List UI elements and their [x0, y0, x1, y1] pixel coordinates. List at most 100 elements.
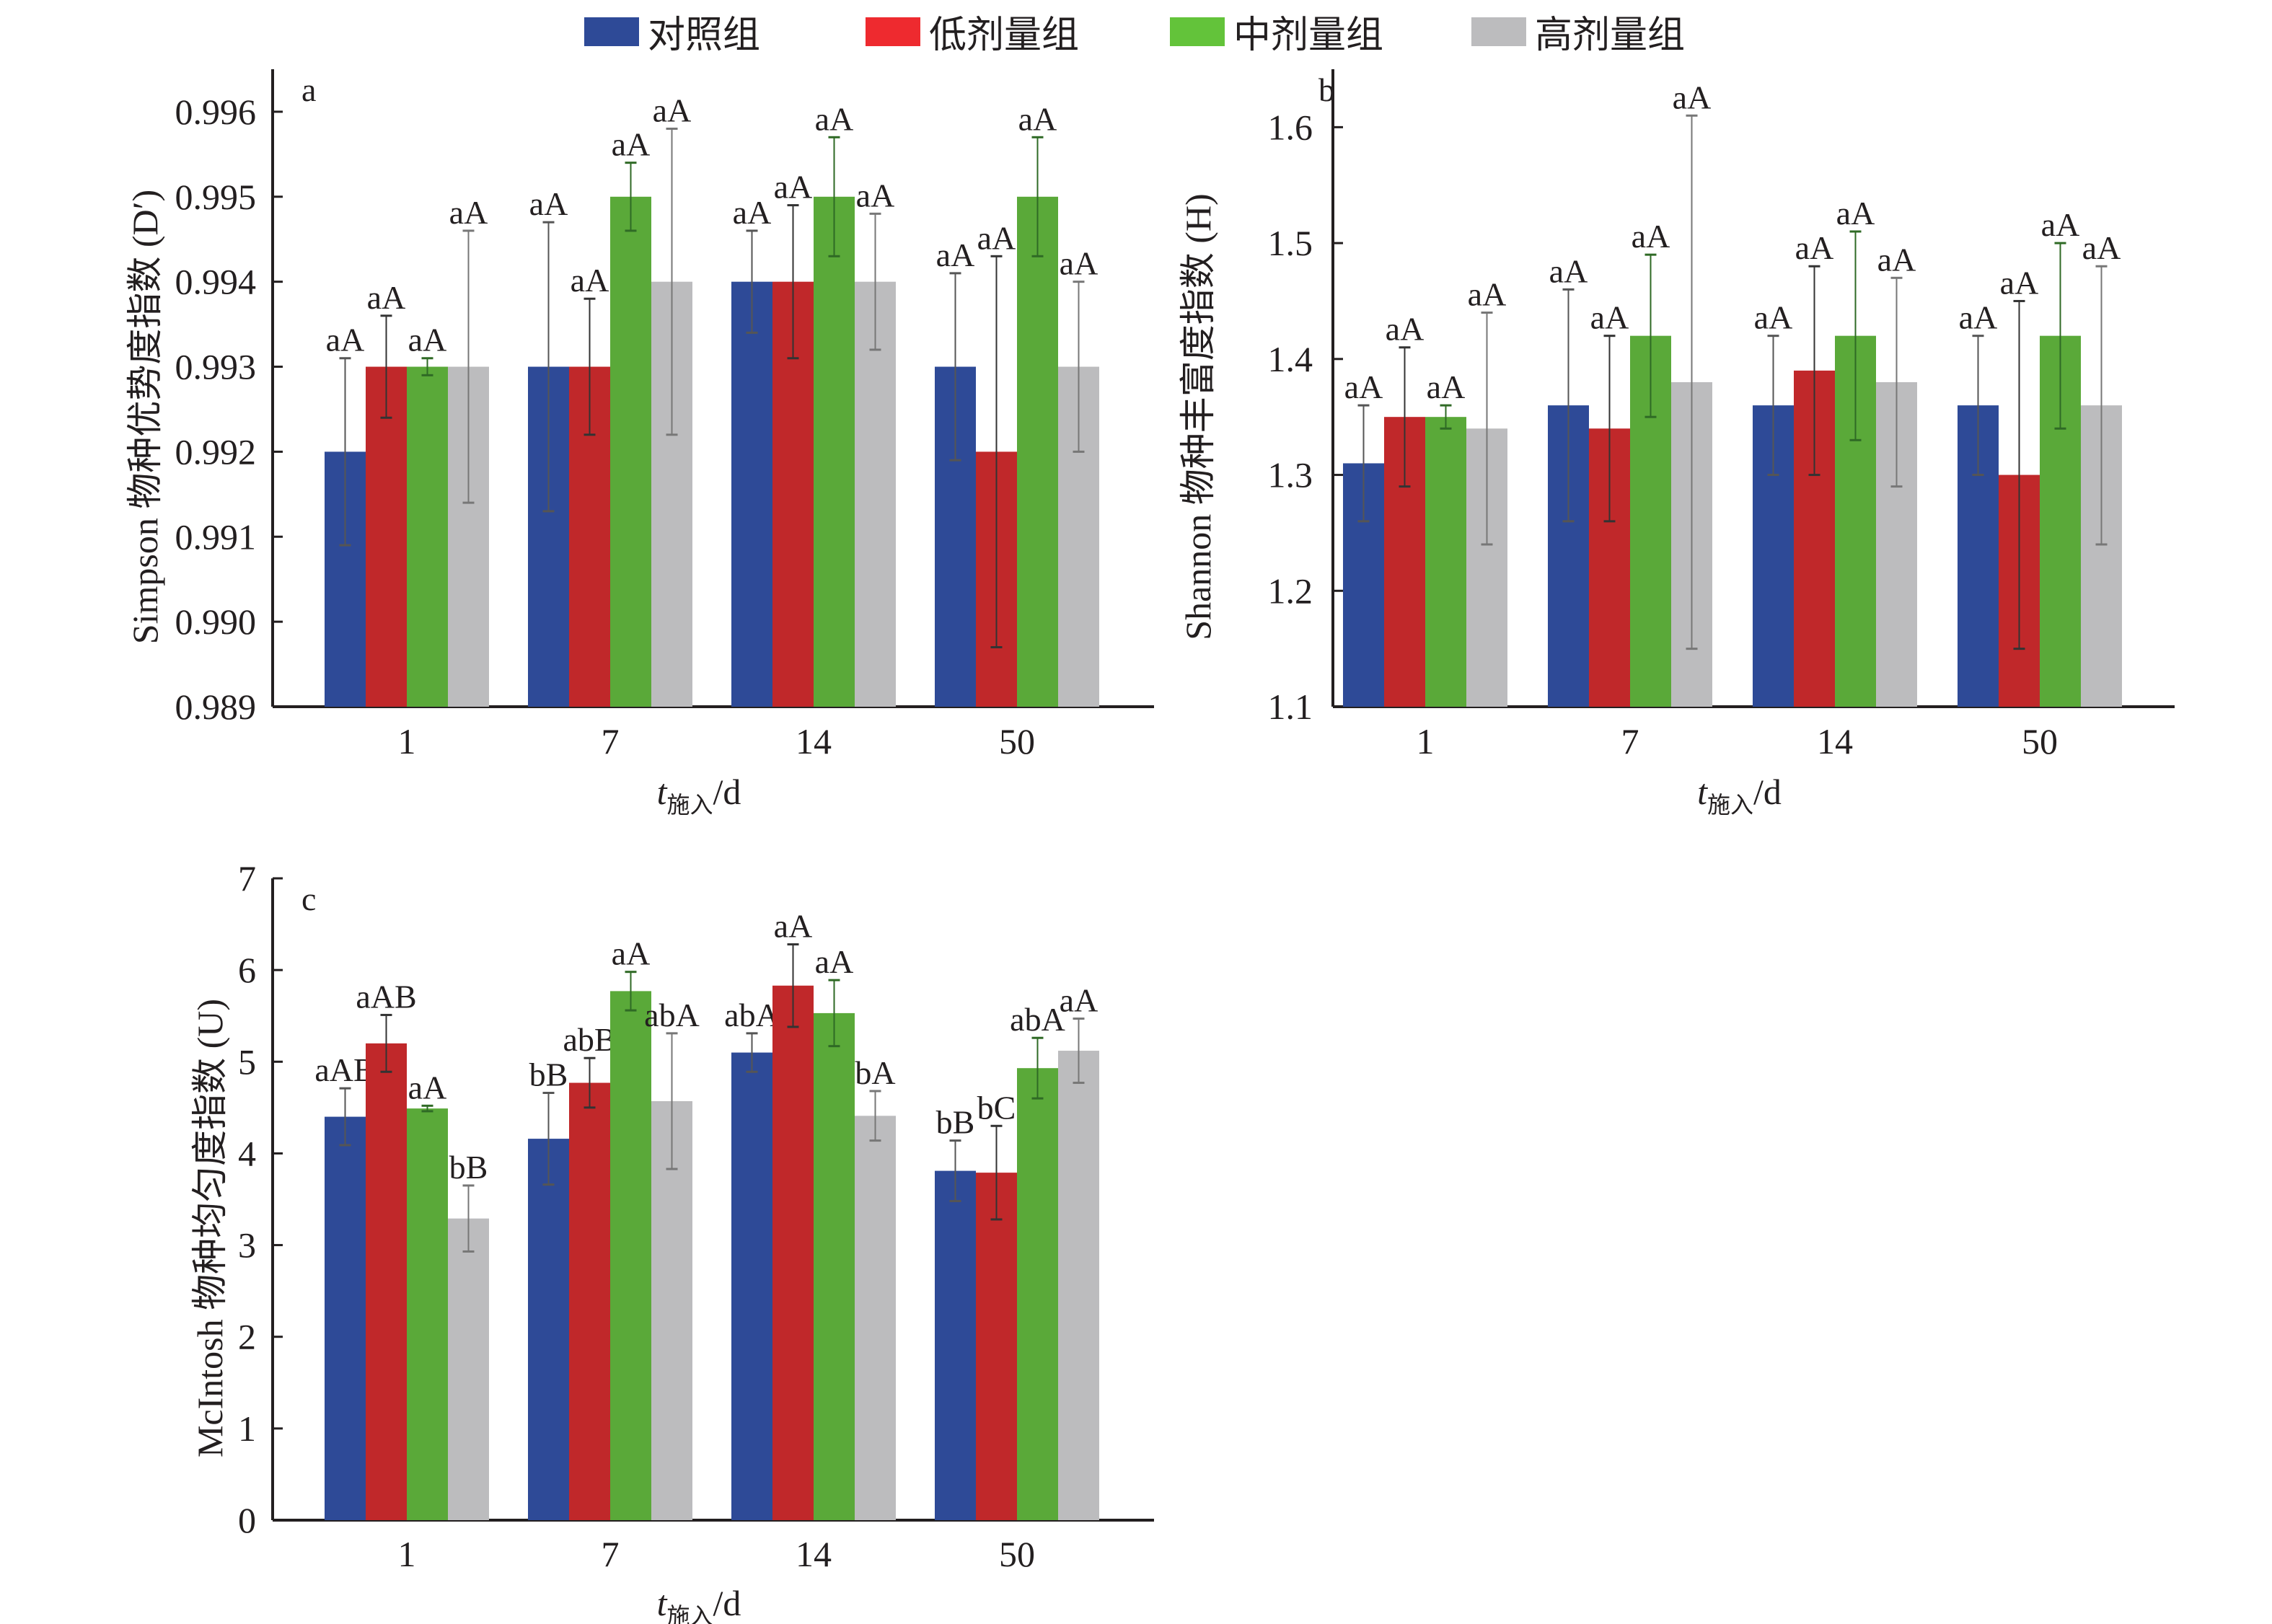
panel-a-y-tick-label: 0.995 — [175, 177, 257, 217]
panel-a-x-axis-title-var: t — [657, 772, 668, 812]
panel-a-data-label-control-1: aA — [326, 322, 365, 358]
panel-c-data-label-high-dose-14: bA — [855, 1054, 895, 1091]
panel-b-x-axis-title: t施入/d — [1697, 772, 1782, 818]
panel-a-data-label-low-dose-7: aA — [571, 262, 609, 299]
panel-c-y-tick-label: 3 — [238, 1225, 256, 1266]
panel-c-x-tick-label: 7 — [602, 1534, 620, 1574]
panel-a-data-label-high-dose-1: aA — [449, 194, 488, 231]
panel-c-data-label-low-dose-7: abB — [563, 1021, 616, 1058]
panel-b-data-label-high-dose-7: aA — [1673, 79, 1712, 115]
panel-a-bar-mid-dose-1 — [407, 366, 448, 707]
panel-c-y-tick-label: 5 — [238, 1041, 256, 1082]
panel-a-bar-high-dose-14 — [855, 281, 896, 707]
panel-c-bar-mid-dose-50 — [1017, 1068, 1058, 1520]
legend-swatch-mid-dose — [1170, 17, 1225, 46]
panel-b-data-label-high-dose-1: aA — [1468, 276, 1507, 313]
panel-a-data-label-low-dose-1: aA — [367, 279, 406, 316]
panel-b-x-axis-title-var: t — [1697, 772, 1708, 812]
panel-a-x-tick-label: 14 — [796, 721, 832, 762]
panel-a-bar-low-dose-1 — [366, 366, 407, 707]
panel-c-data-label-control-1: aAB — [314, 1051, 375, 1088]
panel-b-x-tick-label: 7 — [1621, 721, 1639, 762]
panel-c-x-axis-title-subscript: 施入 — [666, 1602, 713, 1624]
panel-c-y-tick-label: 1 — [238, 1408, 256, 1449]
legend-label-control: 对照组 — [648, 14, 761, 57]
panel-c-x-axis-title-unit: /d — [713, 1583, 741, 1623]
panel-a-bar-control-14 — [731, 281, 772, 707]
panel-c-data-label-low-dose-1: aAB — [356, 978, 416, 1015]
panel-b-data-label-low-dose-50: aA — [2000, 264, 2039, 301]
panel-b-letter: b — [1318, 71, 1335, 108]
panel-a-x-axis-title-subscript: 施入 — [666, 791, 713, 818]
legend-swatch-high-dose — [1471, 17, 1526, 46]
panel-a-y-tick-label: 0.993 — [175, 347, 257, 387]
panel-a-data-label-mid-dose-1: aA — [408, 322, 447, 358]
panel-c-x-tick-label: 14 — [796, 1534, 832, 1574]
panel-b-data-label-control-7: aA — [1549, 252, 1588, 289]
panel-a-data-label-low-dose-50: aA — [977, 219, 1016, 256]
panel-c-bar-control-7 — [528, 1139, 569, 1520]
panel-a-data-label-control-7: aA — [529, 185, 568, 222]
panel-b-y-tick-label: 1.2 — [1268, 570, 1313, 611]
panel-a-data-label-low-dose-14: aA — [774, 169, 813, 206]
panel-b-bar-mid-dose-1 — [1425, 417, 1466, 707]
panel-c-bar-low-dose-1 — [366, 1043, 407, 1520]
panel-b-data-label-mid-dose-7: aA — [1632, 218, 1670, 255]
panel-b-data-label-low-dose-1: aA — [1386, 311, 1425, 348]
panel-c-y-tick-label: 6 — [238, 950, 256, 990]
panel-b-y-tick-label: 1.4 — [1268, 339, 1313, 379]
panel-a-data-label-control-14: aA — [733, 194, 772, 231]
panel-c-bar-control-1 — [325, 1116, 366, 1520]
panel-c-bar-control-14 — [731, 1052, 772, 1520]
panel-c-y-tick-label: 4 — [238, 1133, 256, 1173]
panel-c-data-label-high-dose-7: abA — [644, 997, 700, 1033]
panel-c-bar-mid-dose-7 — [610, 991, 651, 1520]
panel-b-y-tick-label: 1.3 — [1268, 455, 1313, 495]
panel-a-y-tick-label: 0.992 — [175, 431, 257, 472]
panel-c-x-axis-title-var: t — [657, 1583, 668, 1623]
panel-c-data-label-control-7: bB — [529, 1056, 568, 1093]
panel-a-y-tick-label: 0.996 — [175, 92, 257, 132]
panel-c-data-label-low-dose-50: bC — [977, 1089, 1016, 1126]
panel-b-x-axis-title-subscript: 施入 — [1707, 791, 1753, 818]
panel-c-data-label-control-14: abA — [724, 997, 780, 1033]
panel-b-data-label-high-dose-14: aA — [1877, 241, 1916, 278]
panel-a-x-axis-title-unit: /d — [713, 772, 741, 812]
panel-c-bar-mid-dose-1 — [407, 1108, 448, 1520]
panel-c-data-label-mid-dose-1: aA — [408, 1069, 447, 1106]
panel-b-data-label-control-1: aA — [1344, 369, 1383, 405]
panel-b-data-label-low-dose-7: aA — [1590, 299, 1629, 336]
panel-b-y-tick-label: 1.5 — [1268, 223, 1313, 263]
panel-b-data-label-high-dose-50: aA — [2082, 229, 2121, 266]
panel-b-x-tick-label: 14 — [1817, 721, 1853, 762]
panel-a-y-tick-label: 0.994 — [175, 262, 257, 302]
legend-swatch-low-dose — [866, 17, 920, 46]
panel-c-y-tick-label: 2 — [238, 1317, 256, 1357]
panel-a-letter: a — [301, 71, 316, 108]
legend-item-low-dose: 低剂量组 — [866, 4, 1079, 58]
panel-c-y-tick-label: 0 — [238, 1500, 256, 1540]
panel-a-y-axis-title: Simpson 物种优势度指数 (D′) — [125, 190, 165, 644]
panel-c-bar-low-dose-14 — [772, 985, 814, 1520]
panel-a-x-tick-label: 50 — [999, 721, 1035, 762]
legend-swatch-control — [584, 17, 639, 46]
panel-a-data-label-high-dose-14: aA — [856, 177, 895, 213]
panel-a-y-tick-label: 0.989 — [175, 687, 257, 727]
panel-c-y-axis-title: McIntosh 物种均匀度指数 (U) — [190, 999, 230, 1457]
panel-a-data-label-mid-dose-7: aA — [612, 126, 651, 163]
panel-c-letter: c — [301, 881, 316, 917]
panel-b-data-label-mid-dose-14: aA — [1836, 195, 1875, 231]
panel-a-x-tick-label: 7 — [602, 721, 620, 762]
panel-c-y-tick-label: 7 — [238, 858, 256, 899]
panel-b-x-axis-title-unit: /d — [1753, 772, 1782, 812]
legend-label-low-dose: 低剂量组 — [929, 14, 1080, 57]
panel-a-data-label-high-dose-50: aA — [1060, 245, 1098, 282]
panel-c-x-tick-label: 1 — [398, 1534, 416, 1574]
panel-b-data-label-mid-dose-1: aA — [1427, 369, 1466, 405]
panel-b-x-tick-label: 1 — [1417, 721, 1435, 762]
panel-c-bar-mid-dose-14 — [814, 1012, 855, 1520]
panel-a-y-tick-label: 0.990 — [175, 601, 257, 642]
panel-c-data-label-mid-dose-14: aA — [815, 943, 854, 980]
panel-c-data-label-mid-dose-50: abA — [1010, 1001, 1065, 1038]
panel-a-y-tick-label: 0.991 — [175, 516, 257, 557]
